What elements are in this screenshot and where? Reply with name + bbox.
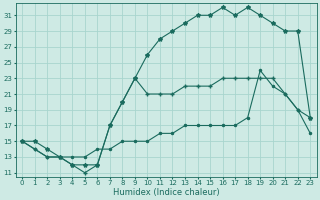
X-axis label: Humidex (Indice chaleur): Humidex (Indice chaleur) xyxy=(113,188,220,197)
